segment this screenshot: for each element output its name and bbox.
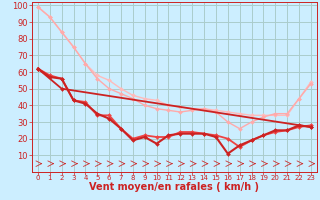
X-axis label: Vent moyen/en rafales ( km/h ): Vent moyen/en rafales ( km/h ) (89, 182, 260, 192)
